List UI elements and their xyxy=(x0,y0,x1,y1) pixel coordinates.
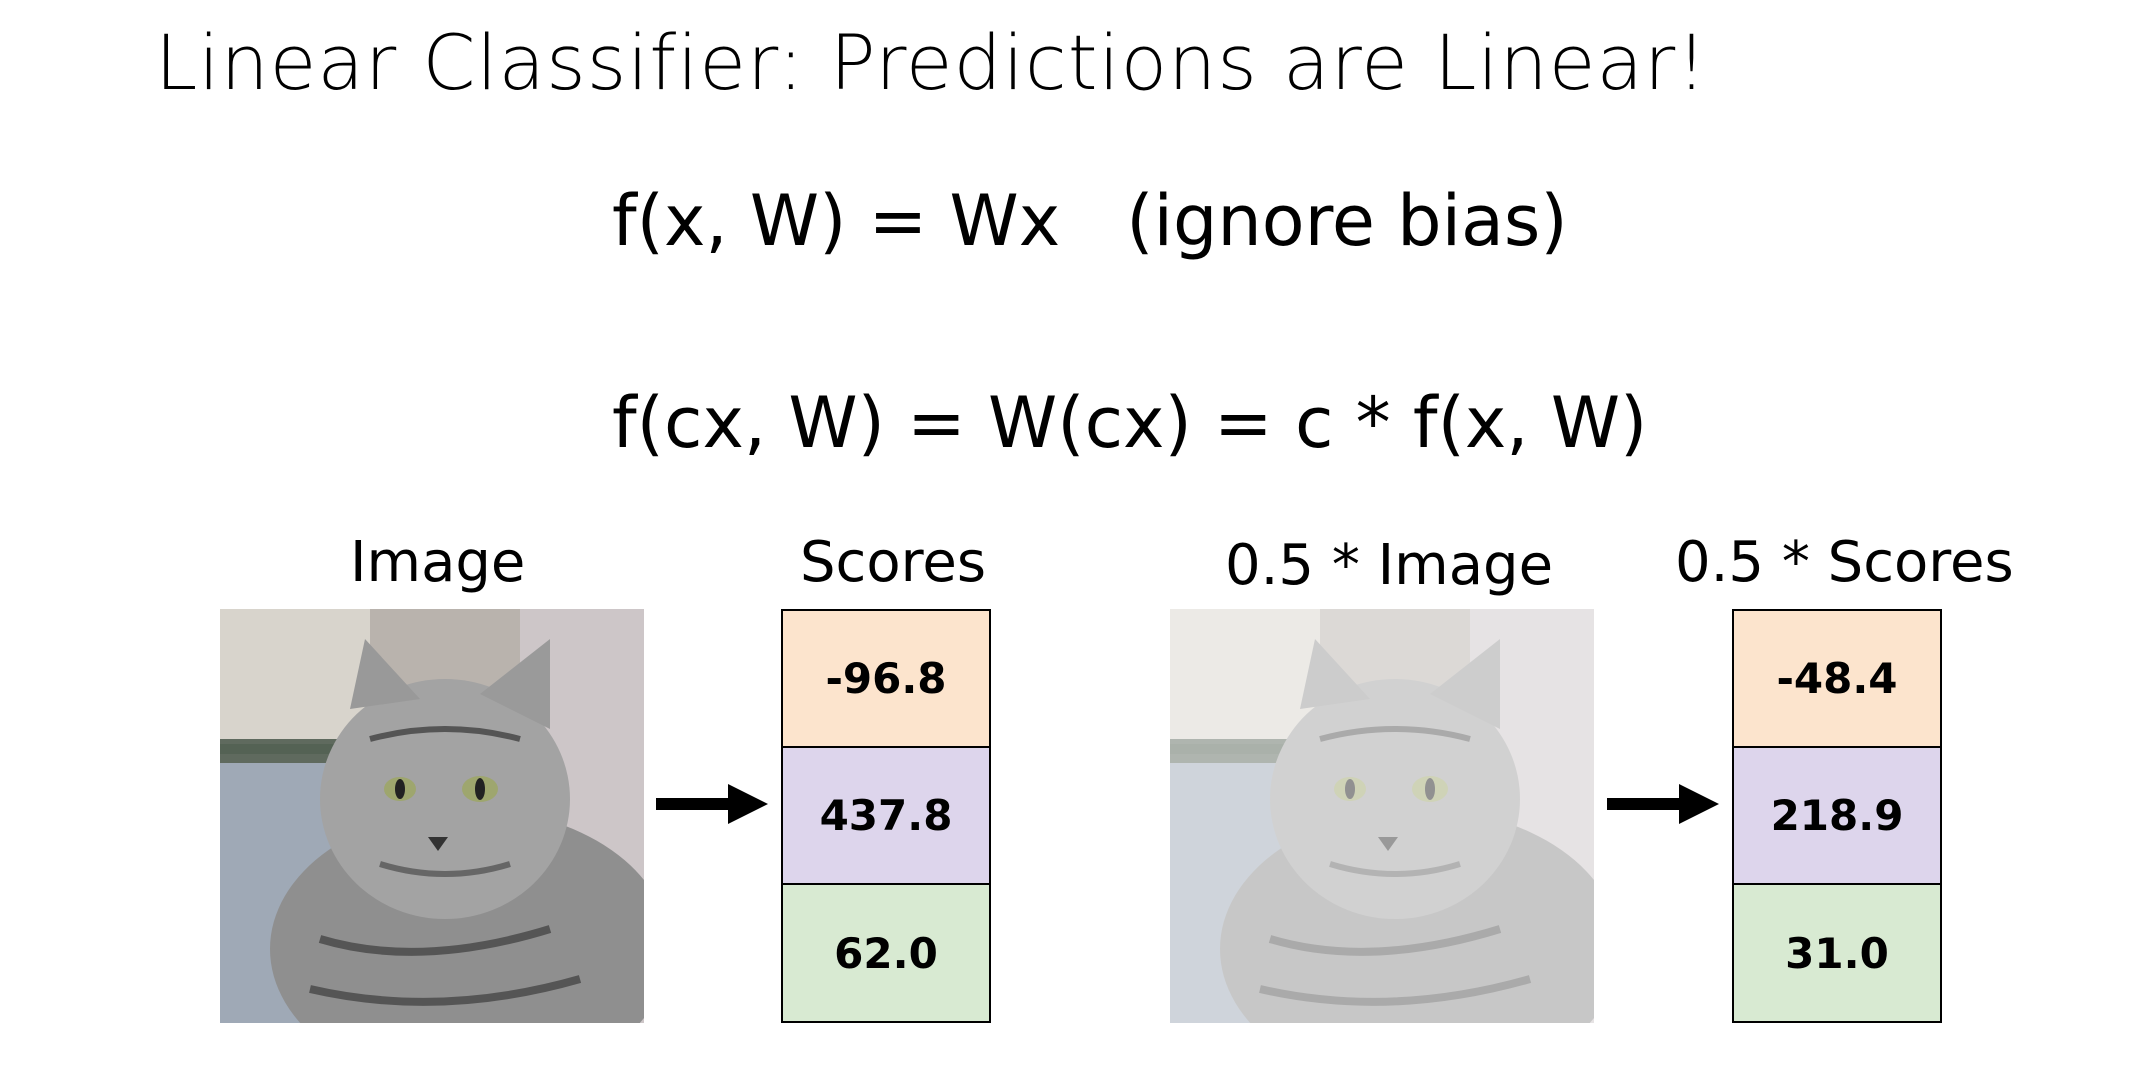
scaled-image-label: 0.5 * Image xyxy=(1225,533,1554,598)
dimmed-cat-photo xyxy=(1170,609,1594,1023)
image-label: Image xyxy=(350,530,526,595)
scaled-score-cell-class1: -48.4 xyxy=(1734,611,1940,748)
arrow-icon-scaled xyxy=(1607,784,1719,824)
score-cell-class3: 62.0 xyxy=(783,885,989,1021)
equation-linear: f(x, W) = Wx (ignore bias) xyxy=(612,180,1568,262)
cat-image-scaled xyxy=(1170,609,1594,1023)
scaled-scores-label: 0.5 * Scores xyxy=(1675,530,2014,595)
scores-label: Scores xyxy=(800,530,987,595)
slide-title: Linear Classifier: Predictions are Linea… xyxy=(155,18,1708,107)
score-cell-class2: 437.8 xyxy=(783,748,989,885)
scaled-score-cell-class3: 31.0 xyxy=(1734,885,1940,1021)
equation-linear-formula: f(x, W) = Wx xyxy=(612,180,1061,262)
arrow-icon xyxy=(656,784,768,824)
equation-scaling: f(cx, W) = W(cx) = c * f(x, W) xyxy=(612,382,1648,464)
scaled-scores-column: -48.4 218.9 31.0 xyxy=(1732,609,1942,1023)
score-cell-class1: -96.8 xyxy=(783,611,989,748)
scores-column: -96.8 437.8 62.0 xyxy=(781,609,991,1023)
scaled-score-cell-class2: 218.9 xyxy=(1734,748,1940,885)
equation-linear-note: (ignore bias) xyxy=(1126,180,1568,262)
cat-photo xyxy=(220,609,644,1023)
cat-image xyxy=(220,609,644,1023)
